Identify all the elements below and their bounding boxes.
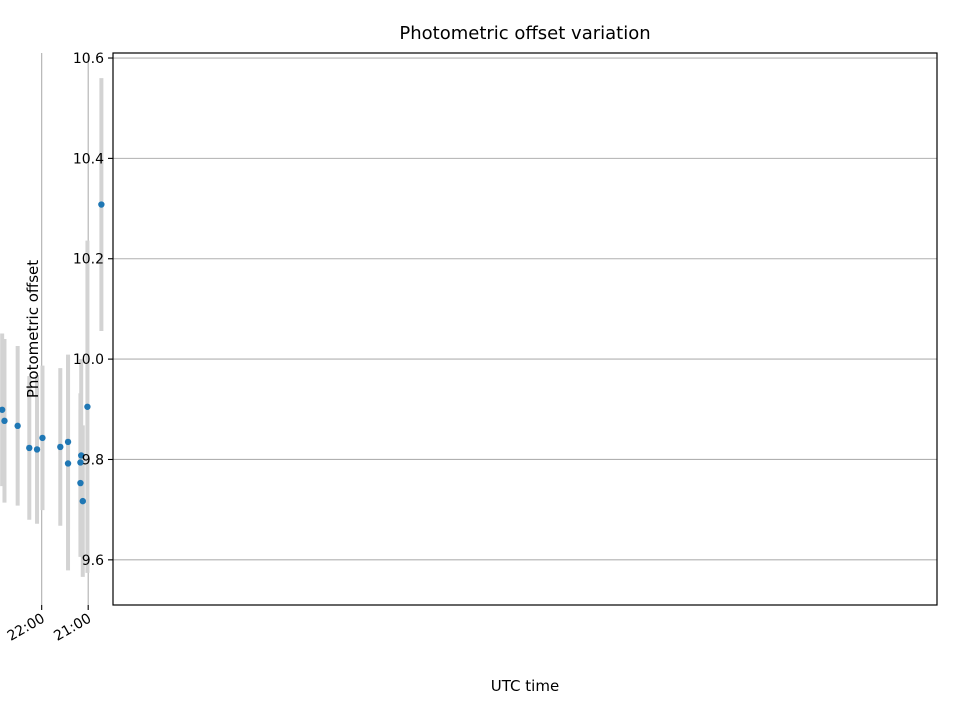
data-point <box>64 460 72 467</box>
grid-lines <box>41 53 937 605</box>
y-axis-label: Photometric offset <box>24 260 42 398</box>
y-axis-ticks: 9.6 9.8 10.0 10.2 10.4 10.6 <box>73 51 113 569</box>
data-point <box>33 446 41 453</box>
data-point <box>1 417 8 425</box>
data-point <box>77 479 84 487</box>
chart-title: Photometric offset variation <box>399 23 650 44</box>
y-tick-label: 10.6 <box>73 51 104 67</box>
y-tick-label: 9.6 <box>82 553 104 569</box>
data-point <box>64 438 72 446</box>
data-point <box>0 406 6 413</box>
data-points <box>0 201 105 505</box>
data-point <box>98 201 105 208</box>
y-tick-label: 10.2 <box>73 252 104 268</box>
data-point <box>77 459 84 466</box>
data-point <box>14 422 21 430</box>
x-axis-label: UTC time <box>491 677 559 695</box>
y-tick-label: 10.0 <box>73 352 104 368</box>
plot-frame <box>112 52 938 606</box>
plot-area <box>113 53 937 605</box>
y-tick-label: 10.4 <box>73 151 104 167</box>
data-point <box>84 403 91 410</box>
data-point <box>78 452 85 459</box>
data-point <box>26 444 33 452</box>
y-tick-label: 9.8 <box>82 452 104 468</box>
x-tick-label: 21:00 <box>51 611 94 645</box>
data-point <box>57 443 64 451</box>
data-point <box>79 497 86 505</box>
data-point <box>39 434 46 442</box>
x-tick-label: 22:00 <box>5 611 48 645</box>
x-tick-label: 23:00 <box>0 611 1 645</box>
